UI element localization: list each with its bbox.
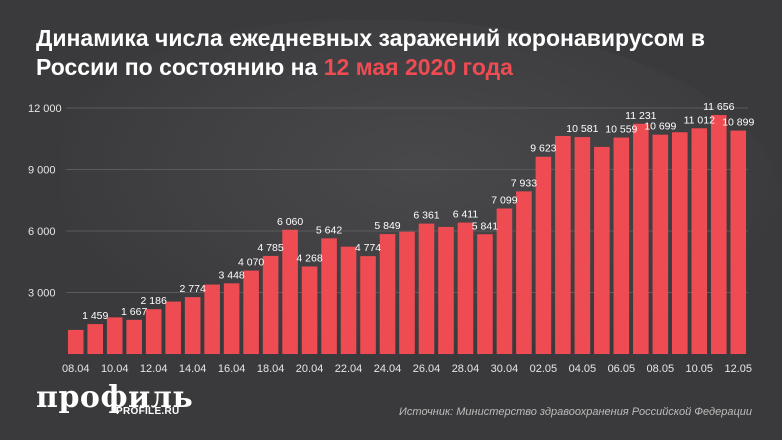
profile-site-label: PROFILE.RU [116,406,180,417]
bar [321,238,337,354]
bar [262,255,279,354]
bar-value-label: 1 667 [121,306,147,318]
bar-value-label: 4 774 [355,242,381,254]
x-tick-label: 24.04 [374,363,402,375]
bar-value-label: 10 699 [644,121,676,133]
bar-value-label: 3 448 [218,269,244,281]
x-tick-label: 10.05 [686,363,714,375]
bar [301,266,318,354]
bar [691,128,708,354]
x-tick-label: 10.04 [101,363,129,375]
bar-value-label: 6 361 [413,210,439,222]
bar [126,319,142,354]
bar-value-label: 4 070 [238,257,264,269]
x-tick-label: 08.05 [647,363,675,375]
bar [496,208,513,354]
bar-value-label: 4 268 [296,253,322,265]
bar [594,146,610,354]
bar [223,283,240,354]
bar [379,234,396,354]
bar [535,156,552,354]
bar [633,123,649,355]
bar [652,134,669,354]
bar [282,229,298,354]
bar [145,309,162,354]
bar [67,329,84,354]
bar [399,231,415,354]
bar [457,222,474,354]
chart-title-main: Динамика числа ежедневных заражений коро… [36,25,706,80]
bar-value-label: 10 559 [605,124,637,136]
bar [87,324,104,354]
x-tick-label: 04.05 [569,363,597,375]
x-tick-label: 18.04 [257,363,285,375]
y-tick-label: 9 000 [28,165,56,177]
bar-value-label: 6 060 [277,216,303,228]
x-tick-label: 12.05 [724,363,752,375]
x-tick-label: 30.04 [491,363,519,375]
x-tick-label: 14.04 [179,363,207,375]
bar-value-label: 4 785 [257,242,283,254]
bar [418,223,435,354]
bar [360,256,376,354]
bar-value-label: 11 231 [625,110,656,122]
y-tick-label: 6 000 [28,226,56,238]
y-tick-label: 3 000 [28,288,56,300]
bar-value-label: 7 933 [511,177,537,189]
bar-value-label: 2 186 [141,295,167,307]
bar [730,130,747,354]
bar [243,270,259,354]
x-tick-label: 08.04 [62,363,90,375]
bar [574,137,591,354]
bar [516,191,532,354]
bar [184,297,201,354]
x-tick-label: 16.04 [218,363,246,375]
bar [438,226,454,354]
bar-value-label: 10 899 [722,117,754,129]
x-tick-label: 22.04 [335,363,363,375]
bar [106,317,123,354]
bar-value-label: 5 841 [472,220,498,232]
x-tick-label: 28.04 [452,363,480,375]
bar-value-label: 5 642 [316,224,342,236]
bar-value-label: 2 774 [180,283,206,295]
bar [477,234,493,354]
bar-value-label: 11 656 [703,101,734,113]
profile-logo: профиль [36,380,194,415]
bar-value-label: 6 411 [453,209,479,221]
bar-value-label: 1 459 [82,310,108,322]
bar-value-label: 9 623 [530,143,556,155]
source-note: Источник: Министерство здравоохранения Р… [399,406,752,418]
bar [710,115,727,354]
x-tick-label: 02.05 [530,363,558,375]
x-tick-label: 26.04 [413,363,441,375]
bar [204,284,220,354]
x-tick-label: 20.04 [296,363,324,375]
bar [165,301,181,354]
x-tick-label: 06.05 [608,363,636,375]
bar [340,246,357,354]
y-tick-label: 12 000 [28,103,62,115]
bar-value-label: 5 849 [374,220,400,232]
bar-value-label: 7 099 [491,194,517,206]
bar [613,137,630,354]
bar-value-label: 11 012 [684,114,715,126]
x-tick-label: 12.04 [140,363,168,375]
chart-title: Динамика числа ежедневных заражений коро… [36,24,756,82]
bar-value-label: 10 581 [566,123,598,135]
bar [672,132,688,354]
bar [555,136,571,354]
chart-title-date: 12 мая 2020 года [323,54,513,80]
